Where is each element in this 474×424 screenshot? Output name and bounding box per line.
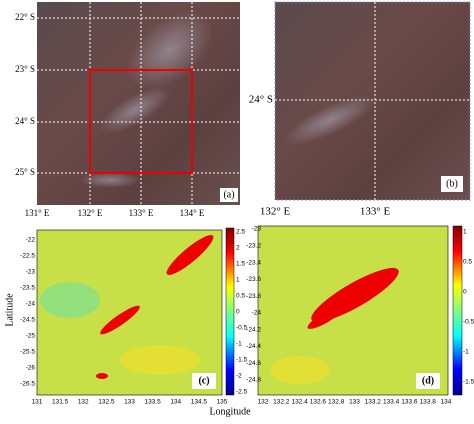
- panel-c: [36, 227, 235, 396]
- y-tick-label: -23.6: [246, 276, 261, 283]
- y-tick-label: -24.6: [246, 360, 261, 367]
- y-tick-label: -24.2: [246, 326, 261, 333]
- x-tick-label: 133.4: [383, 399, 400, 406]
- colorbar-tick-label: 1.5: [236, 261, 245, 268]
- y-tick-label: -22: [26, 237, 36, 244]
- lon-label: 134° E: [180, 208, 205, 218]
- x-tick-label: 134: [170, 399, 181, 406]
- colorbar-tick-label: -0.5: [236, 325, 248, 332]
- panel-b: [274, 1, 471, 201]
- x-tick-label: 133.5: [144, 399, 161, 406]
- lat-label: 23° S: [15, 64, 35, 74]
- lon-label: 133° E: [129, 208, 154, 218]
- y-tick-label: -26: [26, 365, 36, 372]
- colorbar-tick-label: -2: [236, 373, 242, 380]
- panel-d: [257, 225, 463, 396]
- colorbar-tick-label: -2.5: [236, 389, 248, 396]
- colorbar-tick-label: 0: [463, 289, 467, 296]
- x-tick-label: 132: [258, 399, 269, 406]
- lat-label: 24° S: [15, 116, 35, 126]
- colorbar-tick-label: 0.5: [236, 293, 245, 300]
- y-tick-label: -24.8: [246, 377, 261, 384]
- y-tick-label: -22.5: [20, 253, 35, 260]
- colorbar-tick-label: -1.5: [236, 357, 248, 364]
- x-tick-label: 132.4: [291, 399, 308, 406]
- lon-label: 132° E: [260, 206, 291, 218]
- x-tick-label: 131: [32, 399, 43, 406]
- colorbar-tick-label: 0.5: [463, 259, 472, 266]
- x-tick-label: 132.2: [273, 399, 290, 406]
- x-tick-label: 132: [78, 399, 89, 406]
- panel-label: (c): [198, 375, 209, 386]
- y-tick-label: -23.2: [246, 242, 261, 249]
- panel-label: (a): [223, 189, 234, 200]
- label-box: [441, 176, 463, 192]
- x-tick-label: 135: [217, 399, 228, 406]
- y-tick-label: -24.4: [246, 343, 261, 350]
- x-axis-label: Longitude: [209, 406, 251, 417]
- y-tick-label: -24: [252, 310, 262, 317]
- colorbar-tick-label: -1.5: [463, 379, 474, 386]
- zoom-box: [89, 69, 193, 174]
- x-tick-label: 134: [441, 399, 452, 406]
- x-tick-label: 133: [124, 399, 135, 406]
- y-tick-label: -26.5: [20, 381, 35, 388]
- colorbar: [225, 227, 235, 396]
- lat-label: 24° S: [249, 94, 273, 106]
- x-tick-label: 133: [349, 399, 360, 406]
- colorbar-tick-label: -1: [236, 341, 242, 348]
- y-tick-label: -25: [26, 333, 36, 340]
- lat-label: 25° S: [15, 167, 35, 177]
- x-tick-label: 133.6: [401, 399, 418, 406]
- lon-label: 132° E: [78, 208, 103, 218]
- lon-label: 131° E: [25, 208, 50, 218]
- colorbar-tick-label: 1: [463, 229, 467, 236]
- y-tick-label: -24: [26, 301, 36, 308]
- y-tick-label: -23.5: [20, 285, 35, 292]
- colorbar-tick-label: 0: [236, 309, 240, 316]
- label-box: [220, 188, 238, 202]
- y-tick-label: -23.8: [246, 293, 261, 300]
- colorbar-tick-label: -0.5: [463, 319, 474, 326]
- x-tick-label: 132.6: [310, 399, 327, 406]
- y-tick-label: -23: [26, 269, 36, 276]
- y-tick-label: -24.5: [20, 317, 35, 324]
- colorbar-tick-label: -1: [463, 349, 469, 356]
- y-axis-label: Latitude: [4, 293, 15, 327]
- colorbar-tick-label: 2.5: [236, 229, 245, 236]
- colorbar: [452, 225, 463, 396]
- x-tick-label: 133.8: [420, 399, 437, 406]
- x-tick-label: 131.5: [52, 399, 69, 406]
- label-box: [416, 373, 440, 389]
- x-tick-label: 134.5: [191, 399, 208, 406]
- x-tick-label: 133.2: [365, 399, 382, 406]
- lat-label: 22° S: [15, 12, 35, 22]
- y-tick-label: -23.4: [246, 259, 261, 266]
- panel-a: [37, 2, 240, 205]
- colorbar-tick-label: 1: [236, 277, 240, 284]
- x-tick-label: 132.8: [328, 399, 345, 406]
- y-tick-label: -25.5: [20, 349, 35, 356]
- panel-label: (b): [446, 178, 458, 189]
- x-tick-label: 132.5: [98, 399, 115, 406]
- label-box: [192, 373, 216, 389]
- y-tick-label: -23: [252, 226, 262, 233]
- lon-label: 133° E: [360, 206, 391, 218]
- colorbar-tick-label: 2: [236, 245, 240, 252]
- panel-label: (d): [422, 375, 434, 386]
